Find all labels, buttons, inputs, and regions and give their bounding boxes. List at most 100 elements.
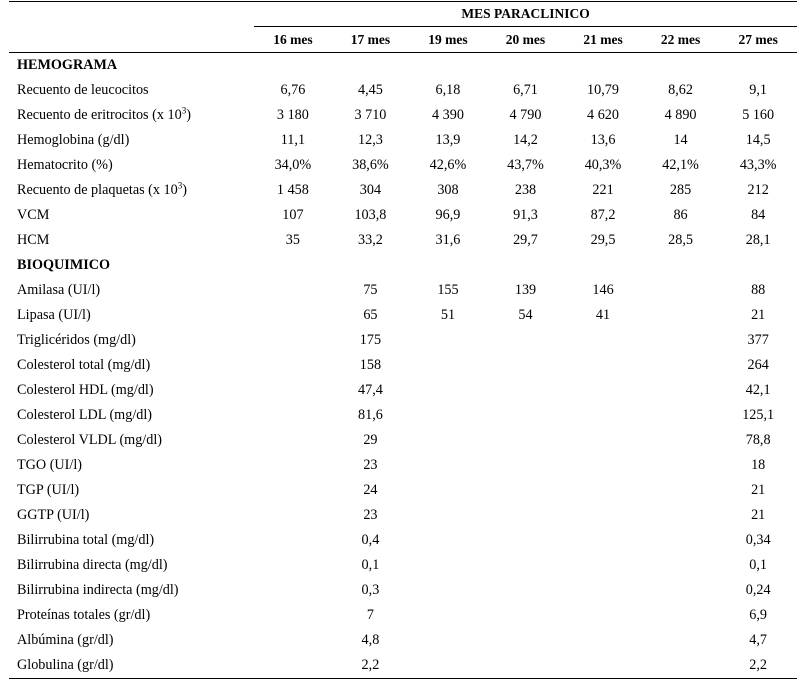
value-cell bbox=[409, 628, 487, 653]
table-row: Hemoglobina (g/dl) 11,1 12,3 13,9 14,2 13,6 14… bbox=[9, 128, 797, 153]
value-cell: 28,1 bbox=[745, 232, 771, 248]
value-cell bbox=[409, 378, 487, 403]
value-cell bbox=[487, 628, 565, 653]
value-cell bbox=[487, 553, 565, 578]
value-cell: 47,4 bbox=[358, 382, 383, 398]
value-cell: 0,1 bbox=[749, 557, 768, 573]
value-cell: 7 bbox=[366, 607, 374, 623]
empty-cell bbox=[332, 53, 410, 79]
row-label: Triglicéridos (mg/dl) bbox=[9, 328, 254, 353]
month-header: 17 mes bbox=[331, 26, 410, 53]
row-label: Bilirrubina directa (mg/dl) bbox=[9, 553, 254, 578]
value-cell: 65 bbox=[363, 307, 378, 323]
table-row: Colesterol VLDL (mg/dl) 29 78,8 bbox=[9, 428, 797, 453]
value-cell: 21 bbox=[751, 507, 766, 523]
row-label: Lipasa (UI/l) bbox=[9, 303, 254, 328]
row-label-text: Globulina (gr/dl) bbox=[17, 657, 114, 673]
section-title: HEMOGRAMA bbox=[17, 57, 118, 73]
header-months-row: 16 mes 17 mes 19 mes 20 mes 21 mes 22 mes 27 m… bbox=[9, 26, 797, 53]
value-cell: 24 bbox=[363, 482, 378, 498]
value-cell: 10,79 bbox=[587, 82, 619, 98]
value-cell bbox=[409, 603, 487, 628]
value-cell bbox=[487, 503, 565, 528]
table-row: Amilasa (UI/l) 75 155 139 146 88 bbox=[9, 278, 797, 303]
value-cell: 9,1 bbox=[749, 82, 768, 98]
value-cell bbox=[564, 603, 642, 628]
month-header: 20 mes bbox=[486, 26, 565, 53]
value-cell: 11,1 bbox=[280, 132, 306, 148]
value-cell: 0,3 bbox=[361, 582, 380, 598]
value-cell bbox=[254, 478, 332, 503]
value-cell: 304 bbox=[359, 182, 382, 198]
value-cell: 6,9 bbox=[749, 607, 768, 623]
value-cell: 42,1 bbox=[745, 382, 771, 398]
value-cell bbox=[564, 378, 642, 403]
value-cell: 4,7 bbox=[749, 632, 768, 648]
value-cell bbox=[642, 628, 720, 653]
value-cell: 107 bbox=[282, 207, 304, 223]
value-cell: 14,5 bbox=[745, 132, 771, 148]
table-row: Colesterol LDL (mg/dl) 81,6 125,1 bbox=[9, 403, 797, 428]
value-cell bbox=[254, 278, 332, 303]
value-cell bbox=[409, 528, 487, 553]
value-cell bbox=[564, 428, 642, 453]
value-cell bbox=[487, 328, 565, 353]
value-cell: 6,76 bbox=[280, 82, 306, 98]
value-cell bbox=[409, 578, 487, 603]
value-cell bbox=[254, 528, 332, 553]
value-cell: 86 bbox=[673, 207, 688, 223]
value-cell: 13,6 bbox=[590, 132, 616, 148]
value-cell: 40,3% bbox=[584, 157, 622, 173]
table-row: Proteínas totales (gr/dl) 7 6,9 bbox=[9, 603, 797, 628]
value-cell bbox=[564, 403, 642, 428]
month-header: 22 mes bbox=[641, 26, 720, 53]
header-group-row: MES PARACLINICO bbox=[9, 2, 797, 27]
top-rule bbox=[9, 1, 797, 2]
value-cell: 377 bbox=[747, 332, 769, 348]
value-cell bbox=[409, 453, 487, 478]
month-header: 21 mes bbox=[564, 26, 642, 53]
value-cell: 21 bbox=[751, 482, 766, 498]
row-label-text: Amilasa (UI/l) bbox=[17, 282, 101, 298]
value-cell bbox=[487, 428, 565, 453]
row-label: TGP (UI/l) bbox=[9, 478, 254, 503]
month-header: 16 mes bbox=[254, 26, 332, 53]
value-cell bbox=[409, 653, 487, 679]
value-cell bbox=[409, 428, 487, 453]
row-label-text: Recuento de plaquetas (x 10 bbox=[17, 182, 178, 198]
value-cell: 4 390 bbox=[431, 107, 464, 123]
table-row: Lipasa (UI/l) 65 51 54 41 21 bbox=[9, 303, 797, 328]
table-row: Hematocrito (%) 34,0% 38,6% 42,6% 43,7% 40,3%… bbox=[9, 153, 797, 178]
empty-cell bbox=[642, 53, 720, 79]
value-cell: 23 bbox=[363, 507, 378, 523]
row-label: GGTP (UI/l) bbox=[9, 503, 254, 528]
value-cell: 34,0% bbox=[274, 157, 312, 173]
value-cell: 91,3 bbox=[513, 207, 538, 223]
value-cell: 75 bbox=[363, 282, 378, 298]
value-cell: 54 bbox=[518, 307, 533, 323]
row-label: Albúmina (gr/dl) bbox=[9, 628, 254, 653]
value-cell bbox=[486, 653, 565, 679]
row-label: TGO (UI/l) bbox=[9, 453, 254, 478]
row-label: Bilirrubina indirecta (mg/dl) bbox=[9, 578, 254, 603]
table-row: Recuento de eritrocitos (x 103) 3 180 3 71… bbox=[9, 103, 797, 128]
value-cell bbox=[254, 653, 332, 679]
value-cell bbox=[642, 328, 720, 353]
row-label: Proteínas totales (gr/dl) bbox=[9, 603, 254, 628]
row-label-text: Hemoglobina (g/dl) bbox=[17, 132, 130, 148]
value-cell: 285 bbox=[669, 182, 692, 198]
group-header-label: MES PARACLINICO bbox=[254, 2, 797, 27]
value-cell: 0,24 bbox=[745, 582, 771, 598]
value-cell bbox=[487, 578, 565, 603]
row-label-text: Bilirrubina directa (mg/dl) bbox=[17, 557, 168, 573]
value-cell: 139 bbox=[514, 282, 537, 298]
value-cell: 42,6% bbox=[429, 157, 467, 173]
row-label-text: Colesterol LDL (mg/dl) bbox=[17, 407, 153, 423]
empty-cell bbox=[254, 53, 332, 79]
value-cell: 31,6 bbox=[435, 232, 461, 248]
row-label-text: HCM bbox=[17, 232, 50, 248]
value-cell: 4,8 bbox=[361, 632, 380, 648]
value-cell bbox=[642, 553, 720, 578]
table-row: TGP (UI/l) 24 21 bbox=[9, 478, 797, 503]
row-label: Colesterol LDL (mg/dl) bbox=[9, 403, 254, 428]
